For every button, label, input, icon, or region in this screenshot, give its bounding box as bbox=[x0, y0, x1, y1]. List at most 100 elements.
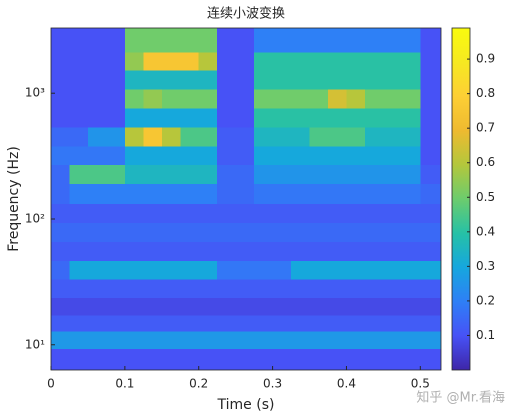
heatmap-cell bbox=[180, 297, 200, 316]
heatmap-cell bbox=[383, 183, 403, 205]
heatmap-cell bbox=[124, 203, 144, 223]
heatmap-cell bbox=[51, 146, 70, 165]
heatmap-cell bbox=[420, 203, 441, 223]
heatmap-cell bbox=[217, 241, 237, 261]
x-tick-label: 0.4 bbox=[337, 377, 356, 391]
heatmap-cell bbox=[180, 69, 200, 90]
heatmap-cell bbox=[51, 203, 70, 223]
heatmap-cell bbox=[401, 126, 421, 147]
heatmap-cell bbox=[364, 331, 384, 349]
chart-title: 连续小波变换 bbox=[207, 6, 285, 22]
heatmap-cell bbox=[69, 146, 89, 165]
heatmap-cell bbox=[180, 241, 200, 261]
heatmap-cell bbox=[87, 348, 107, 370]
y-tick-label: 10² bbox=[25, 211, 45, 225]
heatmap-cell bbox=[364, 107, 384, 128]
heatmap-cell bbox=[69, 297, 89, 316]
heatmap-cell bbox=[51, 88, 70, 109]
heatmap-cell bbox=[69, 278, 89, 299]
heatmap-cell bbox=[364, 126, 384, 147]
heatmap-cell bbox=[235, 126, 255, 147]
heatmap-cell bbox=[235, 88, 255, 109]
heatmap-cell bbox=[401, 52, 421, 71]
heatmap-cell bbox=[198, 297, 218, 316]
heatmap-cell bbox=[364, 183, 384, 205]
heatmap-cell bbox=[254, 278, 274, 299]
heatmap-cell bbox=[420, 314, 441, 332]
heatmap-cell bbox=[106, 69, 126, 90]
heatmap-cell bbox=[161, 88, 181, 109]
heatmap-cell bbox=[364, 203, 384, 223]
heatmap-cell bbox=[309, 260, 329, 280]
heatmap-cell bbox=[69, 241, 89, 261]
heatmap-cell bbox=[87, 146, 107, 165]
heatmap-cell bbox=[272, 28, 292, 53]
heatmap-cell bbox=[106, 126, 126, 147]
heatmap-cell bbox=[383, 260, 403, 280]
heatmap-cell bbox=[217, 28, 237, 53]
heatmap-cell bbox=[87, 297, 107, 316]
heatmap-cell bbox=[364, 69, 384, 90]
heatmap-cell bbox=[364, 348, 384, 370]
heatmap-cell bbox=[420, 348, 441, 370]
heatmap-cell bbox=[254, 348, 274, 370]
heatmap-cell bbox=[217, 146, 237, 165]
heatmap-cell bbox=[106, 183, 126, 205]
heatmap-cell bbox=[161, 52, 181, 71]
heatmap-cell bbox=[383, 146, 403, 165]
heatmap-cell bbox=[87, 314, 107, 332]
heatmap-cell bbox=[143, 107, 163, 128]
heatmap-cell bbox=[161, 241, 181, 261]
heatmap-cell bbox=[420, 88, 441, 109]
heatmap-cell bbox=[143, 241, 163, 261]
heatmap-cell bbox=[272, 69, 292, 90]
heatmap-cell bbox=[124, 278, 144, 299]
heatmap-cell bbox=[69, 88, 89, 109]
heatmap-cell bbox=[217, 278, 237, 299]
heatmap-cell bbox=[291, 69, 311, 90]
heatmap-cell bbox=[198, 278, 218, 299]
heatmap-cell bbox=[106, 28, 126, 53]
colorbar-tick-label: 0.3 bbox=[476, 259, 495, 273]
heatmap-cell bbox=[327, 260, 347, 280]
heatmap-cell bbox=[106, 222, 126, 242]
heatmap-cell bbox=[51, 348, 70, 370]
heatmap-cell bbox=[254, 107, 274, 128]
heatmap-cell bbox=[309, 88, 329, 109]
heatmap-cell bbox=[364, 222, 384, 242]
heatmap-cell bbox=[106, 260, 126, 280]
colorbar-tick-label: 0.8 bbox=[476, 86, 495, 100]
heatmap-cell bbox=[161, 107, 181, 128]
colorbar-tick-label: 0.6 bbox=[476, 155, 495, 169]
heatmap-cell bbox=[180, 88, 200, 109]
heatmap-cell bbox=[309, 203, 329, 223]
heatmap-cell bbox=[346, 69, 366, 90]
heatmap-cell bbox=[143, 203, 163, 223]
heatmap-cell bbox=[69, 52, 89, 71]
heatmap-cell bbox=[291, 107, 311, 128]
heatmap-cell bbox=[291, 260, 311, 280]
heatmap-cell bbox=[327, 348, 347, 370]
x-tick-label: 0.3 bbox=[263, 377, 282, 391]
heatmap-cell bbox=[309, 107, 329, 128]
heatmap-cell bbox=[87, 126, 107, 147]
heatmap-cell bbox=[291, 88, 311, 109]
heatmap-cell bbox=[364, 314, 384, 332]
heatmap-cell bbox=[383, 314, 403, 332]
heatmap-cell bbox=[291, 241, 311, 261]
heatmap-cell bbox=[217, 126, 237, 147]
heatmap-cell bbox=[291, 146, 311, 165]
heatmap-cell bbox=[420, 69, 441, 90]
heatmap-cell bbox=[143, 314, 163, 332]
heatmap-cell bbox=[327, 203, 347, 223]
heatmap-cell bbox=[420, 241, 441, 261]
heatmap-cell bbox=[346, 52, 366, 71]
heatmap-cell bbox=[69, 222, 89, 242]
y-tick-label: 10¹ bbox=[25, 337, 45, 351]
heatmap-cell bbox=[420, 222, 441, 242]
heatmap-cell bbox=[383, 126, 403, 147]
heatmap-cell bbox=[180, 52, 200, 71]
heatmap-cell bbox=[327, 297, 347, 316]
heatmap-cell bbox=[291, 348, 311, 370]
